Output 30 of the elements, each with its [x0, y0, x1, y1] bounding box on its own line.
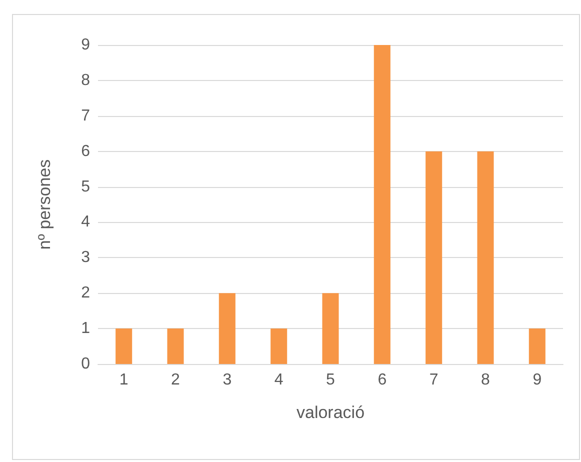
bar — [426, 151, 442, 364]
y-tick-label: 9 — [81, 36, 90, 54]
bar — [218, 293, 236, 364]
x-tick-label: 6 — [378, 372, 387, 388]
x-tick-label: 2 — [171, 372, 180, 388]
x-tick-label: 5 — [326, 372, 336, 388]
y-tick-label: 1 — [81, 320, 90, 338]
y-tick-label: 4 — [81, 214, 90, 231]
x-axis-title: valoració — [296, 403, 365, 422]
y-tick-label: 2 — [81, 284, 90, 302]
x-tick-label: 9 — [532, 372, 542, 388]
bar — [116, 328, 132, 364]
x-tick-label: 8 — [481, 372, 490, 388]
y-axis-title: nº persones — [35, 159, 54, 250]
bar — [477, 151, 494, 364]
x-tick-label: 7 — [429, 372, 438, 388]
x-tick-label: 4 — [274, 372, 284, 388]
y-tick-label: 5 — [81, 178, 90, 196]
bar — [374, 45, 390, 364]
y-tick-label: 3 — [81, 249, 90, 266]
y-tick-label: 6 — [81, 142, 90, 160]
y-tick-label: 7 — [81, 107, 90, 124]
bar — [528, 328, 546, 364]
x-tick-label: 3 — [222, 372, 232, 388]
bar — [270, 328, 288, 364]
x-tick-label: 1 — [119, 372, 128, 388]
y-tick-label: 8 — [81, 72, 90, 89]
y-tick-label: 0 — [81, 356, 90, 372]
bar — [167, 328, 184, 364]
bar — [322, 293, 339, 364]
